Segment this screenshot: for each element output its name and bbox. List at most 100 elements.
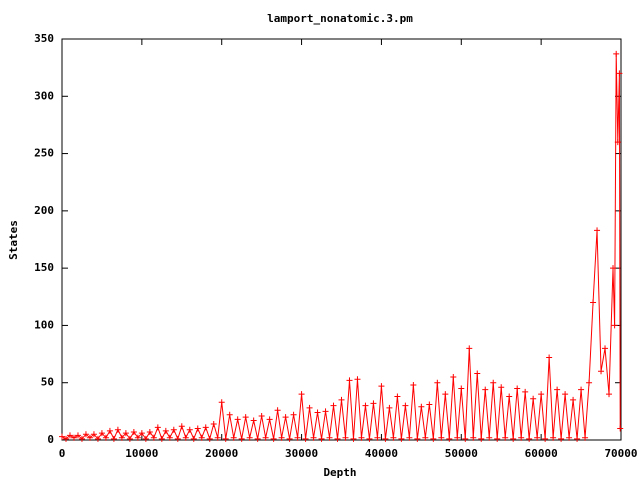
plot-border [61, 38, 622, 441]
data-point [222, 435, 229, 442]
y-tick-label: 200 [34, 204, 54, 217]
x-axis-label: Depth [323, 466, 356, 479]
data-point [418, 403, 425, 410]
data-point [558, 435, 565, 442]
data-point [266, 416, 273, 423]
data-point [106, 427, 113, 434]
data-point [198, 434, 205, 441]
data-point [482, 386, 489, 393]
data-point [258, 412, 265, 419]
data-point [302, 435, 309, 442]
data-point [554, 386, 561, 393]
data-point [162, 427, 169, 434]
y-tick-label: 50 [41, 376, 54, 389]
data-point [382, 435, 389, 442]
data-point [542, 435, 549, 442]
data-point [566, 434, 573, 441]
data-point [414, 435, 421, 442]
x-tick-label: 10000 [125, 447, 158, 460]
y-axis-label: States [7, 220, 20, 260]
data-point [526, 435, 533, 442]
data-point [238, 435, 245, 442]
data-point [270, 435, 277, 442]
data-point [90, 431, 97, 438]
data-point [466, 345, 473, 352]
data-point [158, 435, 165, 442]
data-point [210, 420, 217, 427]
data-point [578, 386, 585, 393]
data-point [242, 414, 249, 421]
y-tick-label: 300 [34, 89, 54, 102]
y-tick-label: 0 [47, 433, 54, 446]
data-point [434, 379, 441, 386]
data-point [358, 434, 365, 441]
data-point [422, 434, 429, 441]
data-point [602, 345, 609, 352]
data-point [426, 401, 433, 408]
data-point [390, 434, 397, 441]
data-point [114, 426, 121, 433]
data-point [538, 391, 545, 398]
data-point [314, 409, 321, 416]
data-point [214, 434, 221, 441]
x-tick-label: 0 [59, 447, 66, 460]
x-tick-label: 40000 [365, 447, 398, 460]
y-tick-label: 350 [34, 32, 54, 45]
data-point [370, 400, 377, 407]
data-point [570, 396, 577, 403]
data-point [318, 435, 325, 442]
data-point [290, 411, 297, 418]
data-point [154, 424, 161, 431]
data-point [546, 354, 553, 361]
data-point [306, 404, 313, 411]
data-point [86, 434, 93, 441]
data-point [454, 434, 461, 441]
data-point [562, 391, 569, 398]
data-point [354, 376, 361, 383]
data-point [146, 428, 153, 435]
data-point [613, 50, 620, 57]
data-point [118, 434, 125, 441]
x-tick-label: 50000 [445, 447, 478, 460]
x-tick-label: 20000 [205, 447, 238, 460]
x-tick-label: 60000 [525, 447, 558, 460]
data-point [178, 423, 185, 430]
data-point [330, 402, 337, 409]
data-point [442, 391, 449, 398]
data-point [254, 435, 261, 442]
data-point [142, 435, 149, 442]
data-point [246, 434, 253, 441]
data-point [450, 373, 457, 380]
data-point [206, 435, 213, 442]
data-point [98, 430, 105, 437]
data-line [61, 53, 621, 441]
data-point [378, 383, 385, 390]
data-point [326, 434, 333, 441]
data-point [170, 426, 177, 433]
data-point [134, 434, 141, 441]
data-point [446, 435, 453, 442]
data-point [350, 435, 357, 442]
data-point [194, 425, 201, 432]
data-point [611, 322, 618, 329]
data-point [274, 407, 281, 414]
data-point [202, 424, 209, 431]
data-point [322, 408, 329, 415]
data-point [510, 435, 517, 442]
data-point [70, 434, 77, 441]
data-point [366, 435, 373, 442]
data-point [610, 265, 617, 272]
data-point [582, 434, 589, 441]
data-point [498, 384, 505, 391]
data-point [374, 434, 381, 441]
data-point [590, 299, 597, 306]
y-tick-label: 100 [34, 318, 54, 331]
data-point [598, 368, 605, 375]
data-point [530, 395, 537, 402]
data-point [502, 434, 509, 441]
data-point [402, 402, 409, 409]
data-point [74, 432, 81, 439]
data-point [338, 396, 345, 403]
